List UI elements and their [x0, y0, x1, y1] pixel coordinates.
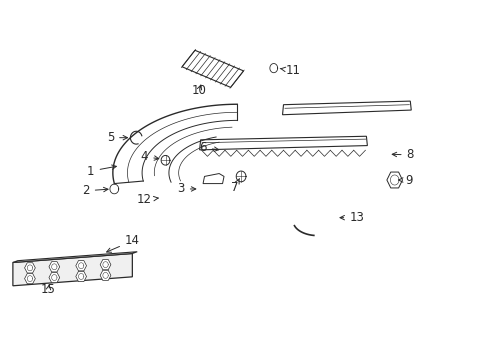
Text: 11: 11	[280, 64, 300, 77]
Polygon shape	[100, 270, 111, 280]
Polygon shape	[76, 261, 86, 271]
Text: 1: 1	[87, 165, 116, 177]
Polygon shape	[199, 136, 366, 150]
Polygon shape	[182, 50, 243, 87]
Text: 14: 14	[106, 234, 140, 252]
Text: 10: 10	[191, 84, 206, 97]
Polygon shape	[24, 263, 35, 273]
Text: 9: 9	[398, 174, 412, 186]
Text: 5: 5	[106, 131, 127, 144]
Polygon shape	[13, 253, 132, 286]
Polygon shape	[386, 172, 402, 188]
Text: 13: 13	[339, 211, 364, 224]
Polygon shape	[282, 101, 410, 115]
Text: 12: 12	[137, 193, 158, 206]
Polygon shape	[76, 271, 86, 282]
Polygon shape	[100, 260, 111, 270]
Text: 2: 2	[82, 184, 108, 197]
Text: 7: 7	[230, 179, 239, 194]
Text: 3: 3	[177, 183, 195, 195]
Text: 15: 15	[41, 283, 56, 296]
Text: 6: 6	[199, 141, 218, 154]
Polygon shape	[49, 262, 60, 272]
Polygon shape	[13, 252, 137, 262]
Text: 4: 4	[141, 150, 159, 163]
Text: 8: 8	[391, 148, 413, 161]
Polygon shape	[24, 274, 35, 284]
Polygon shape	[49, 273, 60, 283]
Polygon shape	[203, 174, 224, 184]
